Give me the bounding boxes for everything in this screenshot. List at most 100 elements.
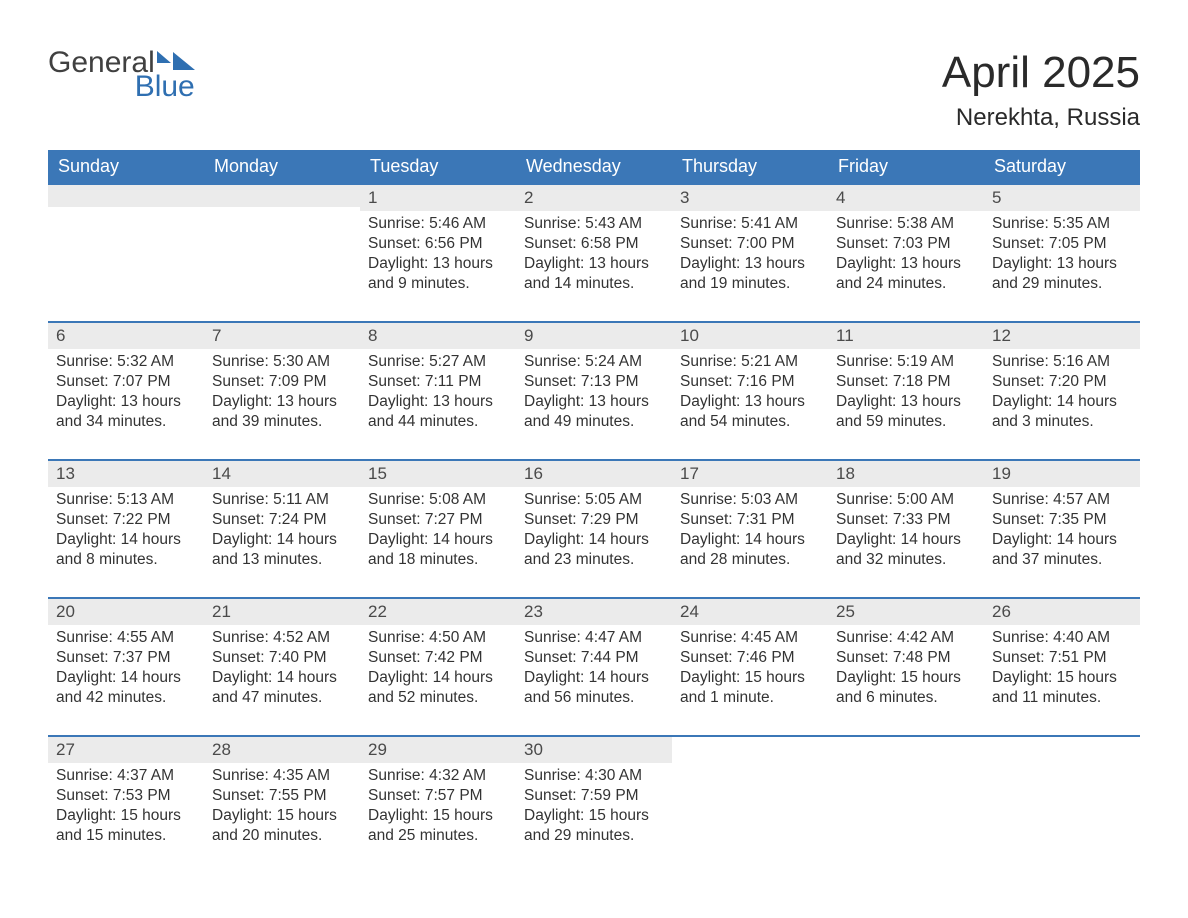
sunrise-line: Sunrise: 4:57 AM [992,490,1132,510]
day-number: 19 [984,461,1140,487]
sunrise-line: Sunrise: 5:38 AM [836,214,976,234]
day-details: Sunrise: 5:00 AMSunset: 7:33 PMDaylight:… [828,487,984,575]
calendar-cell: 7Sunrise: 5:30 AMSunset: 7:09 PMDaylight… [204,322,360,460]
sunrise-line: Sunrise: 5:08 AM [368,490,508,510]
sunrise-line: Sunrise: 5:43 AM [524,214,664,234]
calendar-cell: 1Sunrise: 5:46 AMSunset: 6:56 PMDaylight… [360,184,516,322]
day-details: Sunrise: 5:46 AMSunset: 6:56 PMDaylight:… [360,211,516,299]
calendar-cell: 26Sunrise: 4:40 AMSunset: 7:51 PMDayligh… [984,598,1140,736]
calendar-cell: 23Sunrise: 4:47 AMSunset: 7:44 PMDayligh… [516,598,672,736]
sunrise-line: Sunrise: 5:03 AM [680,490,820,510]
day-number: 29 [360,737,516,763]
title-block: April 2025 Nerekhta, Russia [942,48,1140,132]
empty-day-header [204,185,360,207]
daylight-line: Daylight: 15 hours and 11 minutes. [992,668,1132,708]
daylight-line: Daylight: 13 hours and 19 minutes. [680,254,820,294]
day-header: Wednesday [516,150,672,184]
day-details: Sunrise: 5:16 AMSunset: 7:20 PMDaylight:… [984,349,1140,437]
day-details: Sunrise: 5:08 AMSunset: 7:27 PMDaylight:… [360,487,516,575]
calendar-cell: 15Sunrise: 5:08 AMSunset: 7:27 PMDayligh… [360,460,516,598]
calendar-cell: 11Sunrise: 5:19 AMSunset: 7:18 PMDayligh… [828,322,984,460]
day-number: 17 [672,461,828,487]
day-details: Sunrise: 5:43 AMSunset: 6:58 PMDaylight:… [516,211,672,299]
week-row: 1Sunrise: 5:46 AMSunset: 6:56 PMDaylight… [48,184,1140,322]
daylight-line: Daylight: 15 hours and 6 minutes. [836,668,976,708]
day-details: Sunrise: 4:47 AMSunset: 7:44 PMDaylight:… [516,625,672,713]
day-header: Saturday [984,150,1140,184]
day-details: Sunrise: 4:42 AMSunset: 7:48 PMDaylight:… [828,625,984,713]
sunrise-line: Sunrise: 5:27 AM [368,352,508,372]
sunset-line: Sunset: 7:22 PM [56,510,196,530]
daylight-line: Daylight: 14 hours and 23 minutes. [524,530,664,570]
calendar-cell: 2Sunrise: 5:43 AMSunset: 6:58 PMDaylight… [516,184,672,322]
sunset-line: Sunset: 7:37 PM [56,648,196,668]
sunrise-line: Sunrise: 4:37 AM [56,766,196,786]
sunrise-line: Sunrise: 5:46 AM [368,214,508,234]
day-number: 2 [516,185,672,211]
calendar-cell [672,736,828,874]
brand-logo: General Blue [48,48,195,102]
sunset-line: Sunset: 7:03 PM [836,234,976,254]
sunrise-line: Sunrise: 5:24 AM [524,352,664,372]
day-details: Sunrise: 5:24 AMSunset: 7:13 PMDaylight:… [516,349,672,437]
week-row: 13Sunrise: 5:13 AMSunset: 7:22 PMDayligh… [48,460,1140,598]
day-number: 1 [360,185,516,211]
day-header: Monday [204,150,360,184]
week-row: 6Sunrise: 5:32 AMSunset: 7:07 PMDaylight… [48,322,1140,460]
sunrise-line: Sunrise: 5:05 AM [524,490,664,510]
day-details: Sunrise: 4:32 AMSunset: 7:57 PMDaylight:… [360,763,516,851]
daylight-line: Daylight: 15 hours and 25 minutes. [368,806,508,846]
daylight-line: Daylight: 14 hours and 8 minutes. [56,530,196,570]
sunrise-line: Sunrise: 5:00 AM [836,490,976,510]
day-details: Sunrise: 4:35 AMSunset: 7:55 PMDaylight:… [204,763,360,851]
calendar-cell: 12Sunrise: 5:16 AMSunset: 7:20 PMDayligh… [984,322,1140,460]
day-number: 25 [828,599,984,625]
calendar-cell: 28Sunrise: 4:35 AMSunset: 7:55 PMDayligh… [204,736,360,874]
sunrise-line: Sunrise: 5:21 AM [680,352,820,372]
day-details: Sunrise: 5:35 AMSunset: 7:05 PMDaylight:… [984,211,1140,299]
sunset-line: Sunset: 7:53 PM [56,786,196,806]
brand-part2: Blue [135,70,195,103]
day-number: 4 [828,185,984,211]
calendar-cell [828,736,984,874]
calendar-cell: 20Sunrise: 4:55 AMSunset: 7:37 PMDayligh… [48,598,204,736]
day-details: Sunrise: 4:50 AMSunset: 7:42 PMDaylight:… [360,625,516,713]
calendar-cell [204,184,360,322]
empty-day-header [48,185,204,207]
sunset-line: Sunset: 7:46 PM [680,648,820,668]
calendar-cell: 24Sunrise: 4:45 AMSunset: 7:46 PMDayligh… [672,598,828,736]
sunset-line: Sunset: 7:51 PM [992,648,1132,668]
calendar-cell: 27Sunrise: 4:37 AMSunset: 7:53 PMDayligh… [48,736,204,874]
sunset-line: Sunset: 7:31 PM [680,510,820,530]
day-number: 7 [204,323,360,349]
day-header: Friday [828,150,984,184]
sunrise-line: Sunrise: 4:30 AM [524,766,664,786]
calendar-cell: 8Sunrise: 5:27 AMSunset: 7:11 PMDaylight… [360,322,516,460]
day-details: Sunrise: 5:27 AMSunset: 7:11 PMDaylight:… [360,349,516,437]
sunrise-line: Sunrise: 5:19 AM [836,352,976,372]
calendar-page: General Blue April 2025 Nerekhta, Russia… [0,0,1188,874]
daylight-line: Daylight: 14 hours and 18 minutes. [368,530,508,570]
daylight-line: Daylight: 13 hours and 39 minutes. [212,392,352,432]
day-number: 26 [984,599,1140,625]
calendar-cell: 13Sunrise: 5:13 AMSunset: 7:22 PMDayligh… [48,460,204,598]
daylight-line: Daylight: 14 hours and 52 minutes. [368,668,508,708]
daylight-line: Daylight: 13 hours and 34 minutes. [56,392,196,432]
page-header: General Blue April 2025 Nerekhta, Russia [48,48,1140,132]
sunset-line: Sunset: 7:35 PM [992,510,1132,530]
brand-triangle-icon [173,52,195,70]
day-details: Sunrise: 5:30 AMSunset: 7:09 PMDaylight:… [204,349,360,437]
day-number: 20 [48,599,204,625]
sunset-line: Sunset: 7:57 PM [368,786,508,806]
calendar-cell: 6Sunrise: 5:32 AMSunset: 7:07 PMDaylight… [48,322,204,460]
daylight-line: Daylight: 14 hours and 32 minutes. [836,530,976,570]
day-number: 23 [516,599,672,625]
day-details: Sunrise: 5:41 AMSunset: 7:00 PMDaylight:… [672,211,828,299]
day-number: 22 [360,599,516,625]
sunset-line: Sunset: 7:20 PM [992,372,1132,392]
daylight-line: Daylight: 13 hours and 44 minutes. [368,392,508,432]
daylight-line: Daylight: 14 hours and 56 minutes. [524,668,664,708]
sunset-line: Sunset: 7:16 PM [680,372,820,392]
day-number: 5 [984,185,1140,211]
day-number: 28 [204,737,360,763]
